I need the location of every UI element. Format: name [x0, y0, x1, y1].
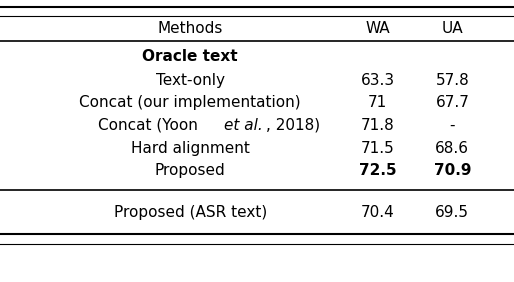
- Text: WA: WA: [365, 21, 390, 36]
- Text: 57.8: 57.8: [435, 73, 469, 88]
- Text: , 2018): , 2018): [266, 118, 320, 133]
- Text: 63.3: 63.3: [361, 73, 395, 88]
- Text: Text-only: Text-only: [156, 73, 225, 88]
- Text: Concat (our implementation): Concat (our implementation): [79, 95, 301, 111]
- Text: Proposed (ASR text): Proposed (ASR text): [114, 205, 267, 221]
- Text: Hard alignment: Hard alignment: [131, 140, 250, 156]
- Text: 68.6: 68.6: [435, 140, 469, 156]
- Text: 71.5: 71.5: [361, 140, 395, 156]
- Text: 70.4: 70.4: [361, 205, 395, 221]
- Text: 72.5: 72.5: [359, 163, 397, 178]
- Text: Methods: Methods: [157, 21, 223, 36]
- Text: -: -: [450, 118, 455, 133]
- Text: 70.9: 70.9: [434, 163, 471, 178]
- Text: 71: 71: [368, 95, 388, 111]
- Text: 67.7: 67.7: [435, 95, 469, 111]
- Text: et al.: et al.: [224, 118, 262, 133]
- Text: Proposed: Proposed: [155, 163, 226, 178]
- Text: 71.8: 71.8: [361, 118, 395, 133]
- Text: Concat (Yoon: Concat (Yoon: [98, 118, 203, 133]
- Text: 69.5: 69.5: [435, 205, 469, 221]
- Text: Oracle text: Oracle text: [142, 49, 238, 64]
- Text: UA: UA: [442, 21, 463, 36]
